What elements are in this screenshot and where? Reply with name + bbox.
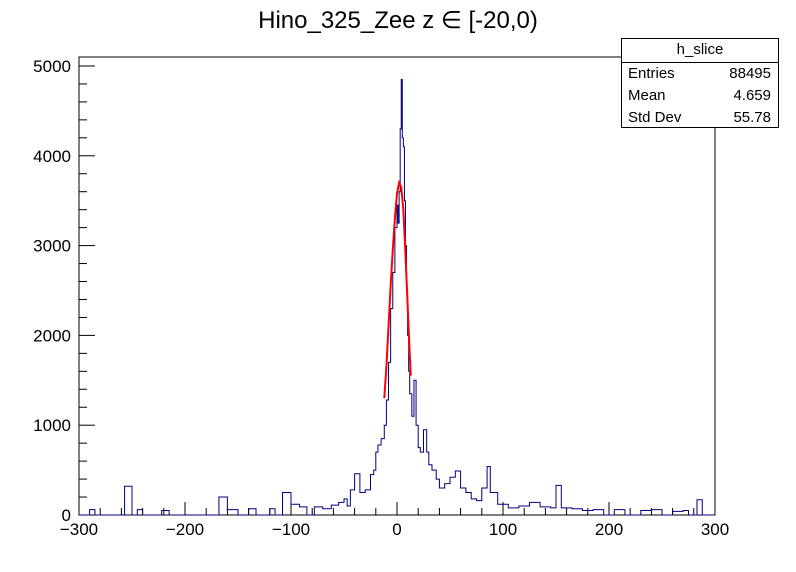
plot-frame xyxy=(78,56,716,516)
y-tick-label: 1000 xyxy=(33,416,71,435)
fit-curve xyxy=(383,179,412,399)
y-tick-label: 0 xyxy=(62,506,71,525)
x-tick-label: −100 xyxy=(272,520,310,539)
x-tick-label: 200 xyxy=(595,520,623,539)
y-tick-label: 3000 xyxy=(33,237,71,256)
chart-title: Hino_325_Zee z ∈ [-20,0) xyxy=(258,7,538,34)
x-tick-label: 100 xyxy=(489,520,517,539)
y-tick-label: 5000 xyxy=(33,57,71,76)
stats-row-mean: Mean 4.659 xyxy=(622,85,778,107)
histogram-line xyxy=(79,78,715,516)
x-axis: −300 −200 −100 0 100 200 300 xyxy=(60,502,729,539)
stats-value: 88495 xyxy=(729,65,771,82)
y-tick-label: 2000 xyxy=(33,326,71,345)
x-tick-label: −300 xyxy=(60,520,98,539)
y-tick-label: 4000 xyxy=(33,147,71,166)
y-axis: 0 1000 2000 3000 4000 5000 xyxy=(33,57,95,525)
x-tick-label: 300 xyxy=(701,520,729,539)
stats-box-name: h_slice xyxy=(622,39,778,63)
stats-value: 55.78 xyxy=(733,109,771,126)
plot-area xyxy=(79,78,715,516)
stats-box: h_slice Entries 88495 Mean 4.659 Std Dev… xyxy=(621,38,779,128)
x-tick-label: 0 xyxy=(392,520,401,539)
stats-value: 4.659 xyxy=(733,87,771,104)
stats-label: Entries xyxy=(628,65,675,82)
x-tick-label: −200 xyxy=(166,520,204,539)
stats-row-std-dev: Std Dev 55.78 xyxy=(622,107,778,129)
stats-row-entries: Entries 88495 xyxy=(622,63,778,85)
stats-label: Std Dev xyxy=(628,109,682,126)
stats-label: Mean xyxy=(628,87,666,104)
